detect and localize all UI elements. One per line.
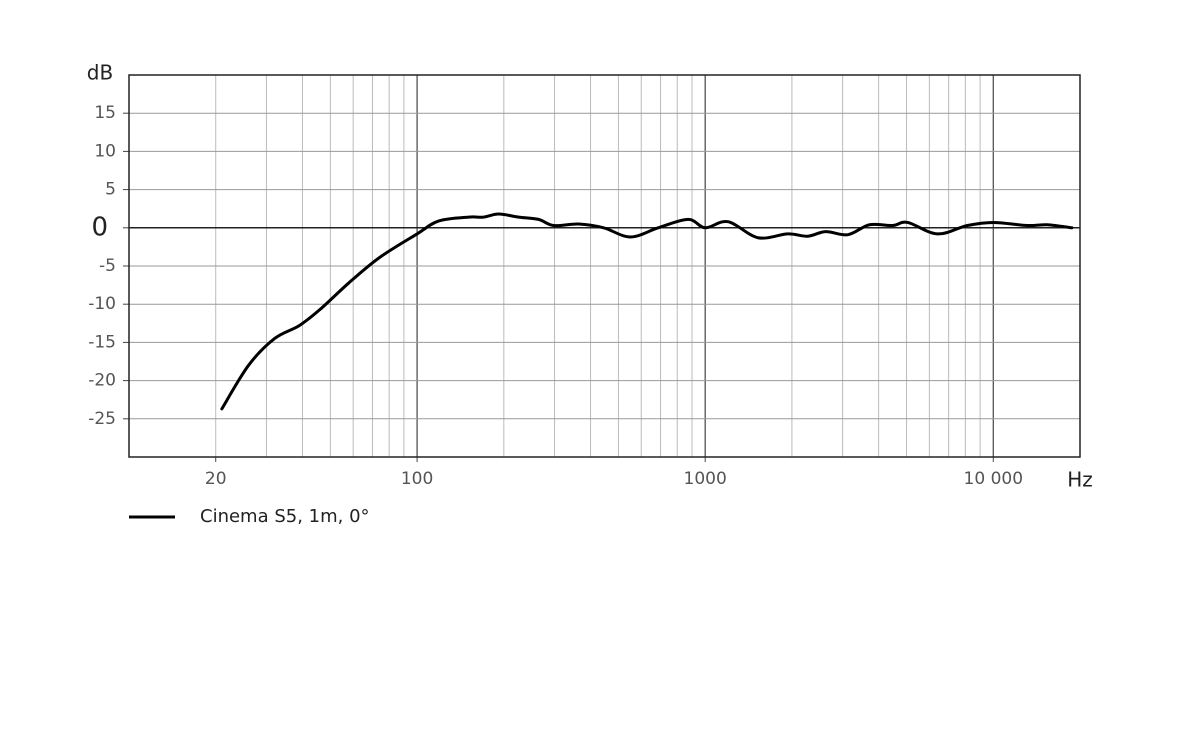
- y-tick-label: -20: [88, 371, 116, 391]
- x-tick-label: 20: [205, 469, 227, 489]
- y-tick-label: -5: [99, 256, 116, 276]
- x-tick-label: 1000: [684, 469, 727, 489]
- y-axis-label: dB: [87, 61, 113, 85]
- y-tick-label: 0: [91, 212, 108, 242]
- data-line: [220, 212, 1074, 411]
- y-tick-label: 5: [105, 180, 116, 200]
- y-tick-label: -15: [88, 332, 116, 352]
- x-tick-label: 100: [401, 469, 433, 489]
- plot-frame: [128, 74, 1081, 458]
- y-tick-label: 15: [94, 103, 116, 123]
- legend-label: Cinema S5, 1m, 0°: [200, 506, 370, 527]
- x-axis-label: Hz: [1067, 468, 1093, 492]
- y-tick-label: -25: [88, 409, 116, 429]
- y-tick-label: -10: [88, 294, 116, 314]
- x-tick-label: 10 000: [964, 469, 1023, 489]
- y-tick-label: 10: [94, 141, 116, 161]
